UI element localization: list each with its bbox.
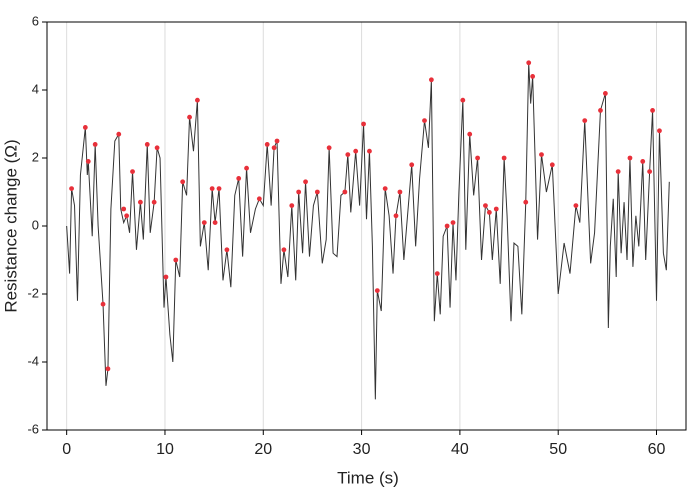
y-tick-label: 2 xyxy=(32,149,39,164)
peak-marker xyxy=(289,203,295,209)
y-tick-label: 6 xyxy=(32,13,39,28)
x-tick-label: 40 xyxy=(451,441,469,458)
x-tick-label: 10 xyxy=(156,441,174,458)
peak-marker xyxy=(428,77,434,83)
peak-marker xyxy=(627,155,633,161)
peak-marker xyxy=(326,145,332,151)
peak-marker xyxy=(271,145,277,151)
peak-marker xyxy=(602,91,608,96)
data-line xyxy=(66,62,670,400)
peak-marker xyxy=(154,145,160,151)
peak-marker xyxy=(201,220,207,226)
peak-marker xyxy=(187,114,192,120)
peak-marker xyxy=(116,131,122,137)
peak-marker xyxy=(69,186,74,192)
peak-marker xyxy=(467,131,473,137)
peak-marker xyxy=(422,118,427,123)
peak-marker xyxy=(409,162,415,168)
peak-marker xyxy=(163,274,169,280)
peak-marker xyxy=(483,203,488,209)
peak-marker xyxy=(374,288,380,293)
peak-marker xyxy=(539,152,544,158)
peak-marker xyxy=(345,152,351,158)
peak-marker xyxy=(144,142,150,147)
peak-marker xyxy=(124,213,130,219)
x-tick-label: 20 xyxy=(254,441,272,458)
peak-marker xyxy=(526,60,532,66)
peak-marker xyxy=(121,206,127,212)
peak-marker xyxy=(367,148,372,154)
peak-marker xyxy=(105,366,111,372)
peak-marker xyxy=(444,223,450,229)
peak-marker xyxy=(450,220,456,226)
x-tick-label: 30 xyxy=(353,441,371,458)
peak-marker xyxy=(216,186,222,192)
peak-marker xyxy=(647,169,653,175)
x-tick-label: 60 xyxy=(648,441,666,458)
y-tick-label: 4 xyxy=(32,81,39,96)
peak-marker xyxy=(657,128,662,134)
peak-marker xyxy=(361,121,366,127)
peak-marker xyxy=(85,159,91,164)
peak-marker xyxy=(281,247,287,253)
peak-marker xyxy=(209,186,215,192)
peak-marker xyxy=(640,159,646,164)
x-axis-label: Time (s) xyxy=(337,468,399,487)
peak-marker xyxy=(244,165,249,171)
peak-marker xyxy=(397,189,403,195)
x-tick-label: 0 xyxy=(62,441,71,458)
peak-marker xyxy=(523,199,529,205)
peak-marker xyxy=(342,189,348,195)
peak-marker xyxy=(195,97,200,103)
peak-marker xyxy=(100,301,106,307)
plot-frame xyxy=(46,21,687,431)
peak-marker xyxy=(264,142,270,147)
peak-marker xyxy=(82,125,88,130)
peak-marker xyxy=(475,155,480,161)
peak-marker xyxy=(493,206,499,212)
peak-marker xyxy=(236,176,242,181)
y-tick-label: -4 xyxy=(27,353,39,368)
peak-marker xyxy=(151,199,157,205)
peak-marker xyxy=(256,196,262,202)
peak-marker xyxy=(615,169,621,175)
peak-marker xyxy=(180,179,186,185)
peak-marker xyxy=(530,74,536,79)
x-tick-label: 50 xyxy=(549,441,567,458)
peak-marker xyxy=(92,142,98,147)
peak-marker xyxy=(393,213,399,219)
peak-marker xyxy=(303,179,308,185)
peak-marker xyxy=(137,199,143,205)
peak-marker xyxy=(296,189,302,195)
peak-marker xyxy=(173,257,179,263)
y-tick-label: 0 xyxy=(32,217,39,232)
peak-marker xyxy=(573,203,579,209)
y-axis-label: Resistance change (Ω) xyxy=(1,139,20,312)
y-tick-label: -6 xyxy=(27,421,39,436)
peak-marker xyxy=(434,271,440,276)
peak-marker xyxy=(460,97,466,103)
peak-marker xyxy=(582,118,588,123)
peak-marker xyxy=(598,108,603,113)
peak-marker xyxy=(353,148,359,154)
peak-marker xyxy=(212,220,218,226)
peak-marker xyxy=(486,210,492,215)
peak-marker xyxy=(130,169,135,175)
peak-marker xyxy=(549,162,555,168)
peak-marker xyxy=(224,247,230,253)
peak-marker xyxy=(501,155,507,161)
peak-marker xyxy=(314,189,320,195)
y-tick-label: -2 xyxy=(27,285,39,300)
peak-marker xyxy=(650,108,655,113)
peak-marker xyxy=(382,186,388,192)
peak-marker xyxy=(274,138,280,144)
